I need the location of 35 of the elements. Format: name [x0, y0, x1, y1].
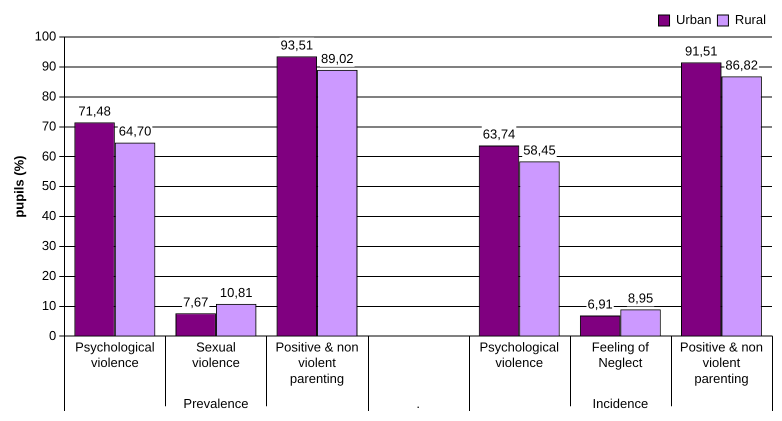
- x-tick-label: Psychological violence: [75, 340, 155, 370]
- data-label: 6,91: [587, 296, 613, 312]
- y-tick-label: 80: [42, 88, 56, 104]
- data-label: 93,51: [280, 37, 314, 52]
- y-tick-label: 20: [42, 268, 56, 283]
- text: Incidence: [592, 396, 648, 412]
- data-label: 86,82: [725, 58, 758, 73]
- y-tick-label: 100: [34, 28, 56, 44]
- data-label: 71,48: [78, 103, 111, 118]
- text: Prevalence: [183, 396, 248, 412]
- data-label: 63,74: [482, 126, 516, 142]
- x-tick-label: Sexual violence: [192, 340, 240, 370]
- data-label: 8,95: [628, 290, 654, 306]
- legend-label: Urban: [676, 12, 712, 28]
- x-tick-label: Positive & non violent parenting: [275, 340, 359, 386]
- y-tick-label: 70: [42, 118, 56, 134]
- y-tick-label: 30: [42, 238, 56, 254]
- y-tick-label: 50: [42, 178, 56, 194]
- x-tick-label: Positive & non violent parenting: [680, 340, 764, 386]
- y-tick-label: 40: [42, 208, 56, 224]
- x-tick-label: Feeling of Neglect: [592, 340, 650, 370]
- y-tick-label: 10: [42, 298, 56, 313]
- x-tick-label: Psychological violence: [479, 340, 560, 370]
- y-tick-label: 90: [42, 58, 56, 74]
- data-label: 10,81: [220, 284, 252, 300]
- y-axis-title: pupils (%): [11, 156, 26, 218]
- y-tick-label: 60: [42, 148, 56, 164]
- y-tick-label: 0: [49, 328, 56, 343]
- legend-label: Rural: [734, 12, 766, 28]
- data-label: 64,70: [118, 124, 152, 139]
- data-label: 89,02: [320, 50, 354, 66]
- text: .: [416, 396, 420, 412]
- data-label: 91,51: [684, 43, 718, 58]
- data-label: 58,45: [523, 142, 556, 158]
- data-label: 7,67: [183, 294, 208, 310]
